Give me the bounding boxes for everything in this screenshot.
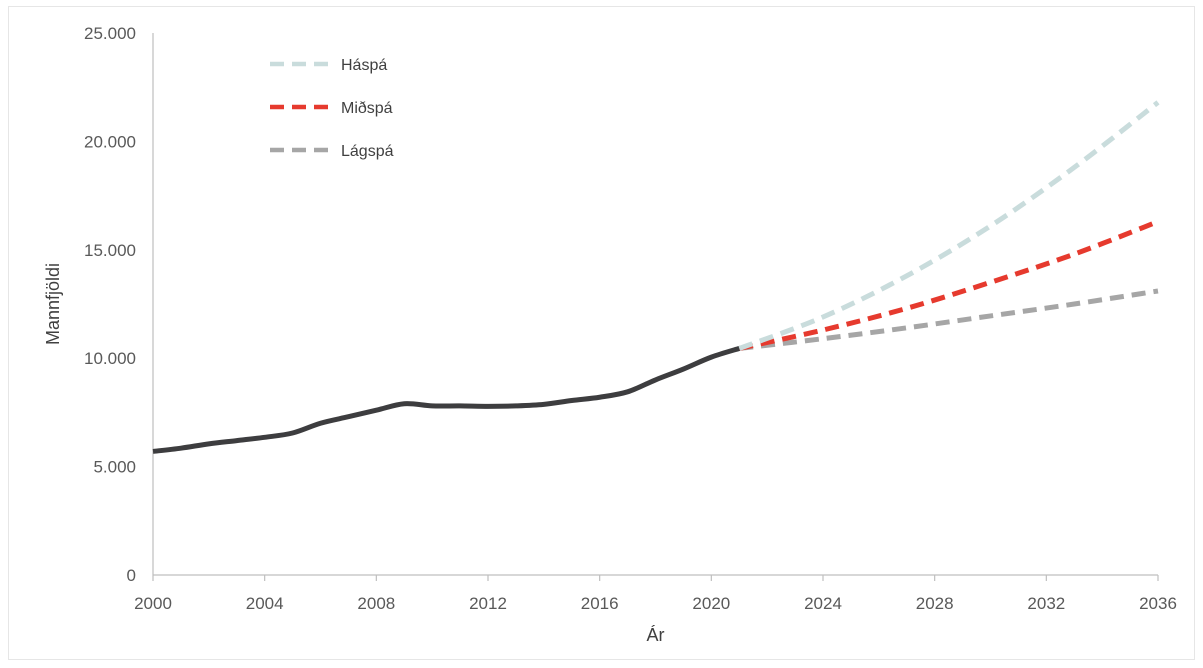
x-tick-label: 2036: [1139, 594, 1177, 613]
y-tick-label: 0: [127, 566, 136, 585]
y-tick-label: 20.000: [84, 132, 136, 151]
series-line-háspá: [738, 100, 1160, 351]
x-tick-label: 2024: [804, 594, 842, 613]
x-tick-label: 2004: [246, 594, 284, 613]
y-tick-label: 15.000: [84, 241, 136, 260]
series-line-miðspá: [738, 219, 1159, 351]
y-tick-label: 25.000: [84, 24, 136, 43]
x-tick-label: 2032: [1027, 594, 1065, 613]
legend: Háspá Miðspá Lágspá: [270, 57, 394, 160]
series-line-history: [152, 346, 740, 454]
chart-frame: [8, 6, 1195, 660]
x-tick-label: 2008: [357, 594, 395, 613]
x-tick-label: 2028: [916, 594, 954, 613]
y-tick-label: 10.000: [84, 349, 136, 368]
x-axis-ticks: 2000 2004 2008 2012 2016 2020 2024 2028 2032 2036: [134, 575, 1177, 613]
series-line-lágspá: [738, 288, 1159, 351]
series-layer: [152, 100, 1160, 454]
legend-label: Lágspá: [341, 143, 394, 160]
y-tick-label: 5.000: [93, 458, 136, 477]
legend-label: Háspá: [341, 57, 387, 74]
x-tick-label: 2000: [134, 594, 172, 613]
x-tick-label: 2020: [692, 594, 730, 613]
x-tick-label: 2012: [469, 594, 507, 613]
y-axis-title: Mannfjöldi: [43, 263, 63, 345]
x-axis-title: Ár: [647, 625, 665, 645]
x-tick-label: 2016: [581, 594, 619, 613]
y-axis-ticks: 0 5.000 10.000 15.000 20.000 25.000: [84, 24, 136, 585]
legend-label: Miðspá: [341, 100, 393, 117]
